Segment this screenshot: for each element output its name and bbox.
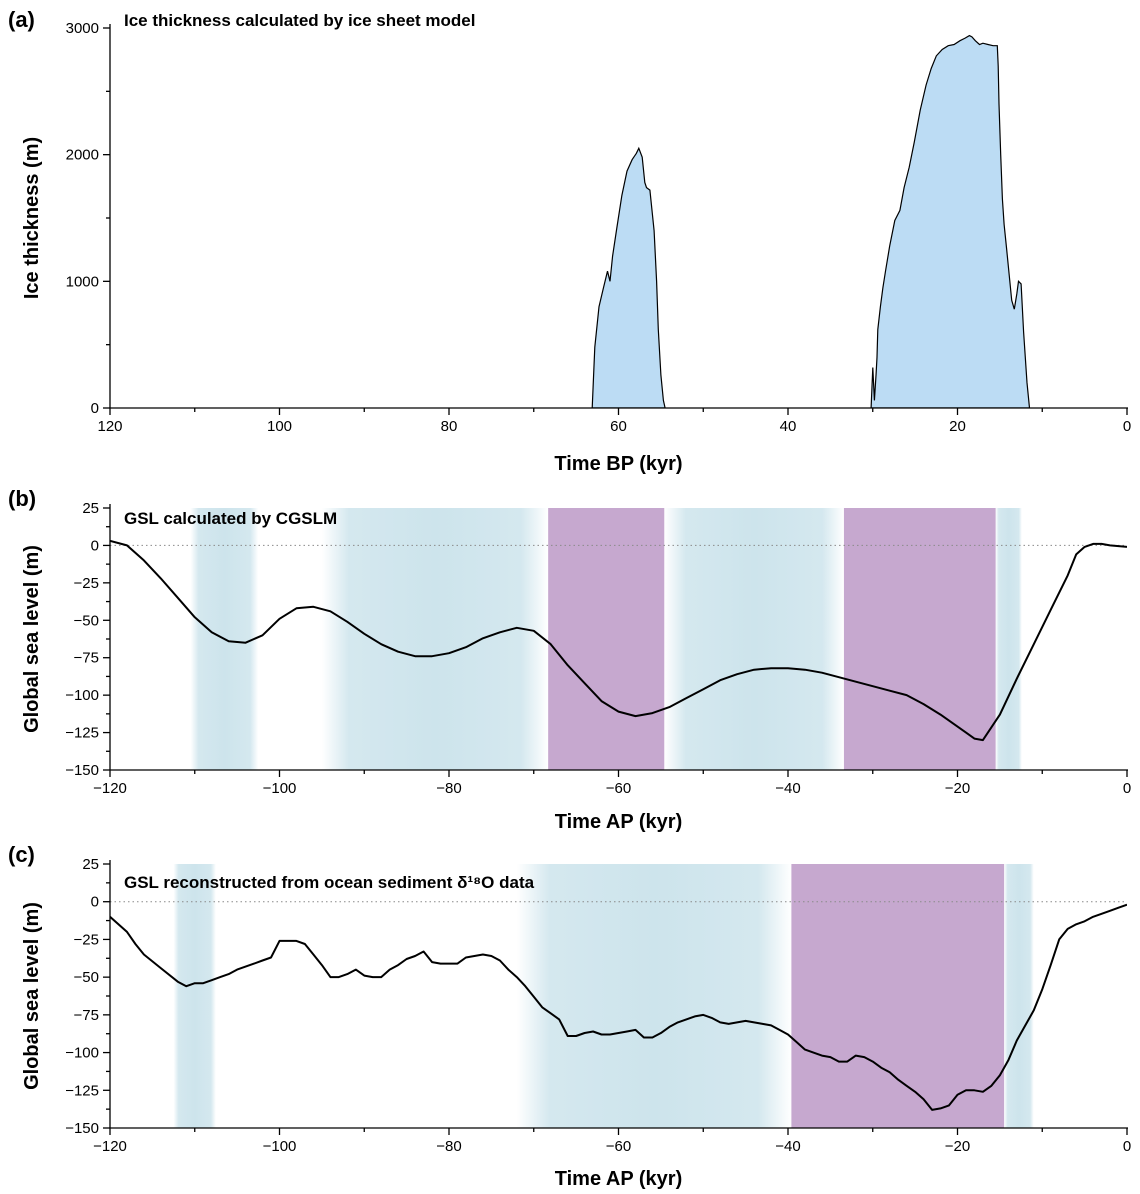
x-tick-label: −20 bbox=[945, 1138, 970, 1155]
y-tick-label: −50 bbox=[74, 612, 99, 629]
partial-ice-band bbox=[173, 864, 216, 1128]
y-tick-label: −100 bbox=[65, 687, 99, 704]
chart-title: Ice thickness calculated by ice sheet mo… bbox=[124, 11, 476, 30]
ice-period-band bbox=[791, 864, 1005, 1128]
x-tick-label: −80 bbox=[436, 1138, 461, 1155]
chart-panel-2: −120 −100 −80 −60 −40 −20 0 −150 −125 −100 −75 −50 −… bbox=[8, 486, 1131, 833]
panel-label: (c) bbox=[8, 842, 35, 867]
y-tick-label: 1000 bbox=[66, 273, 99, 290]
x-tick-label: −60 bbox=[606, 780, 631, 797]
x-tick-label: −100 bbox=[263, 780, 297, 797]
x-tick-label: 0 bbox=[1123, 1138, 1131, 1155]
y-tick-label: 2000 bbox=[66, 147, 99, 164]
x-tick-label: 40 bbox=[780, 418, 797, 435]
ice-period-band bbox=[548, 508, 665, 770]
x-tick-label: 80 bbox=[441, 418, 458, 435]
x-tick-label: −120 bbox=[93, 780, 127, 797]
y-tick-label: −50 bbox=[74, 969, 99, 986]
y-tick-label: 0 bbox=[91, 537, 99, 554]
partial-ice-band bbox=[664, 508, 844, 770]
partial-ice-band bbox=[516, 864, 792, 1128]
y-tick-label: 0 bbox=[91, 400, 99, 417]
x-tick-label: 0 bbox=[1123, 418, 1131, 435]
partial-ice-band bbox=[995, 508, 1022, 770]
y-tick-label: −75 bbox=[74, 1007, 99, 1024]
partial-ice-band bbox=[1004, 864, 1034, 1128]
y-tick-label: −25 bbox=[74, 931, 99, 948]
x-axis-label: Time BP (kyr) bbox=[554, 453, 682, 475]
ice-period-band bbox=[843, 508, 996, 770]
x-tick-label: −60 bbox=[606, 1138, 631, 1155]
x-tick-label: 100 bbox=[267, 418, 292, 435]
x-tick-label: 0 bbox=[1123, 780, 1131, 797]
y-tick-label: −150 bbox=[65, 762, 99, 779]
y-tick-label: 25 bbox=[82, 500, 99, 517]
panel-label: (a) bbox=[8, 7, 35, 32]
y-axis-label: Global sea level (m) bbox=[21, 545, 43, 733]
x-tick-label: −120 bbox=[93, 1138, 127, 1155]
y-tick-label: −125 bbox=[65, 725, 99, 742]
x-tick-label: 120 bbox=[97, 418, 122, 435]
sea-level-curve bbox=[110, 539, 1127, 742]
x-tick-label: −40 bbox=[775, 1138, 800, 1155]
ice-thickness-area-1 bbox=[591, 146, 666, 408]
sea-level-curve bbox=[110, 903, 1127, 1111]
y-tick-label: 0 bbox=[91, 894, 99, 911]
y-tick-label: −75 bbox=[74, 650, 99, 667]
y-axis-label: Global sea level (m) bbox=[21, 902, 43, 1090]
y-axis-label: Ice thickness (m) bbox=[21, 137, 43, 299]
chart-panel-3: −120 −100 −80 −60 −40 −20 0 −150 −125 −100 −75 −50 −… bbox=[8, 842, 1131, 1190]
partial-ice-band bbox=[321, 508, 549, 770]
y-tick-label: −100 bbox=[65, 1045, 99, 1062]
x-tick-label: −80 bbox=[436, 780, 461, 797]
x-tick-label: −100 bbox=[263, 1138, 297, 1155]
y-tick-label: 3000 bbox=[66, 20, 99, 37]
panel-label: (b) bbox=[8, 486, 36, 511]
ice-thickness-area-2 bbox=[870, 34, 1031, 408]
y-tick-label: −150 bbox=[65, 1120, 99, 1137]
y-tick-label: −25 bbox=[74, 575, 99, 592]
x-tick-label: 60 bbox=[610, 418, 627, 435]
x-tick-label: −40 bbox=[775, 780, 800, 797]
chart-title: GSL reconstructed from ocean sediment δ¹… bbox=[124, 873, 535, 892]
x-axis-label: Time AP (kyr) bbox=[555, 811, 682, 833]
y-tick-label: −125 bbox=[65, 1082, 99, 1099]
chart-title: GSL calculated by CGSLM bbox=[124, 509, 337, 528]
x-tick-label: −20 bbox=[945, 780, 970, 797]
x-axis-label: Time AP (kyr) bbox=[555, 1168, 682, 1190]
x-tick-label: 20 bbox=[949, 418, 966, 435]
y-tick-label: 25 bbox=[82, 856, 99, 873]
